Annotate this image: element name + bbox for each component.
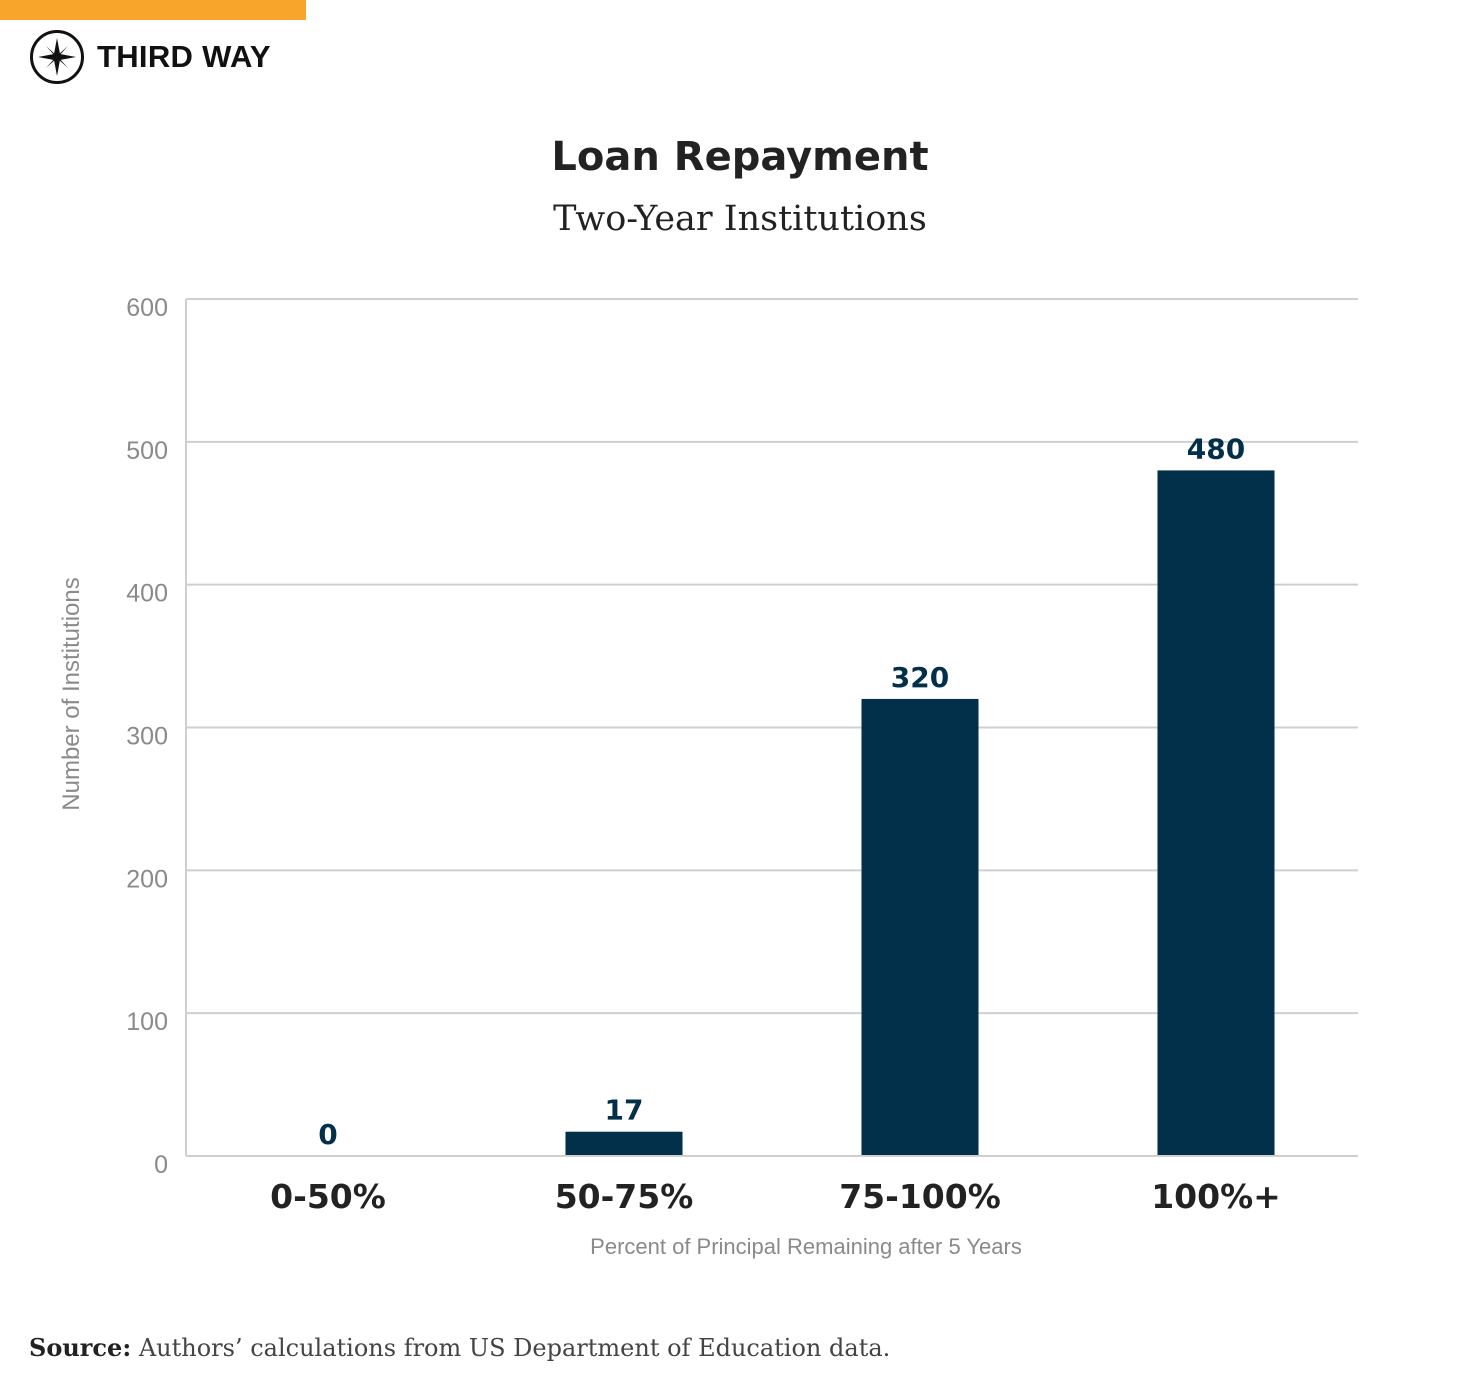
y-axis-title: Number of Institutions [58, 577, 85, 810]
bar [861, 698, 979, 1156]
brand-logo: THIRD WAY [29, 29, 271, 85]
y-tick-label: 300 [126, 723, 168, 751]
y-tick-label: 0 [154, 1151, 168, 1179]
data-label: 480 [1187, 432, 1245, 465]
chart-subtitle: Two-Year Institutions [553, 199, 927, 239]
y-tick-label: 600 [126, 294, 168, 322]
x-tick-label: 100%+ [1151, 1177, 1281, 1216]
y-tick-label: 500 [126, 437, 168, 465]
source-note: Source: Authors’ calculations from US De… [29, 1333, 890, 1362]
y-tick-label: 200 [126, 865, 168, 893]
y-tick-label: 400 [126, 580, 168, 608]
x-axis-title: Percent of Principal Remaining after 5 Y… [590, 1234, 1022, 1259]
source-text: Authors’ calculations from US Department… [138, 1334, 891, 1362]
x-tick-label: 50-75% [555, 1177, 694, 1216]
brand-name: THIRD WAY [97, 39, 271, 74]
bar [1157, 470, 1275, 1156]
bar [565, 1131, 683, 1156]
chart-title: Loan Repayment [551, 134, 929, 180]
data-label: 17 [605, 1094, 644, 1127]
x-tick-label: 75-100% [839, 1177, 1001, 1216]
source-label: Source: [29, 1333, 132, 1362]
bar-chart: 0 100 200 300 400 500 600 0 0-50% 17 50-75% 320 75-1… [58, 294, 1358, 1259]
data-label: 0 [318, 1118, 337, 1151]
data-label: 320 [891, 661, 949, 694]
brand-accent-bar [0, 0, 306, 20]
compass-icon [30, 30, 84, 84]
y-tick-label: 100 [126, 1008, 168, 1036]
x-tick-label: 0-50% [270, 1177, 386, 1216]
